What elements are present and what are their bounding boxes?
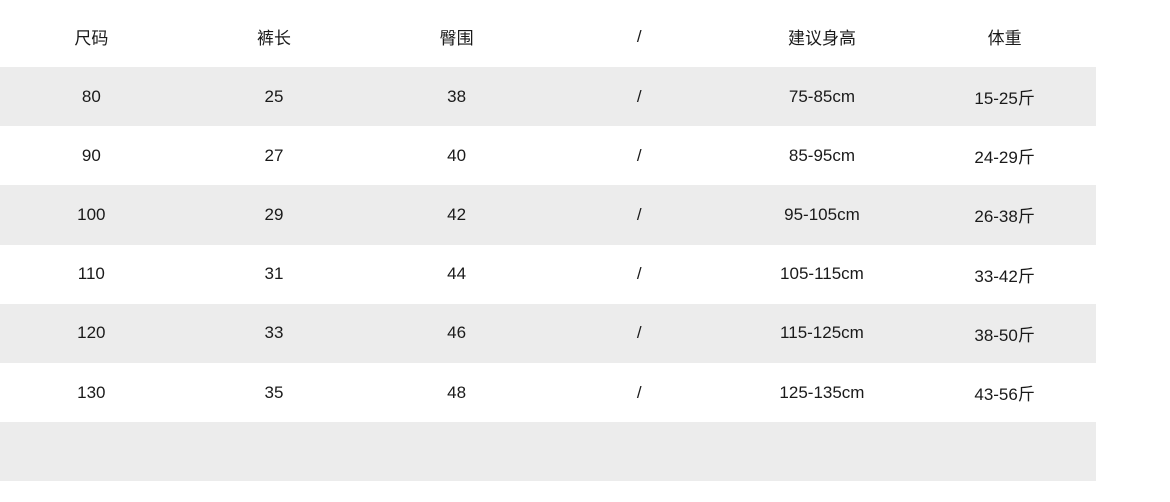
table-cell: 48 — [447, 382, 467, 402]
table-cell: 105-115cm — [780, 264, 864, 284]
size-chart-table: 尺码 裤长 臀围 / 建议身高 体重 80 25 38 / 75-85cm 15-25斤 90 27 40… — [0, 0, 1096, 482]
table-row: 80 25 38 / 75-85cm 15-25斤 — [0, 67, 1096, 127]
table-cell: 80 — [81, 86, 101, 106]
table-cell: 115-125cm — [780, 323, 864, 343]
table-cell: 75-85cm — [788, 86, 856, 106]
table-cell: 43-56斤 — [974, 385, 1035, 405]
header-cell: 体重 — [987, 29, 1022, 48]
table-cell: 100 — [77, 204, 106, 224]
header-cell: 建议身高 — [787, 29, 856, 48]
table-cell: 33 — [264, 323, 284, 343]
table-cell: 24-29斤 — [974, 148, 1035, 168]
table-cell: / — [636, 323, 642, 343]
table-cell: 42 — [447, 204, 467, 224]
table-cell: 31 — [264, 264, 284, 284]
table-row: 120 33 46 / 115-125cm 38-50斤 — [0, 303, 1096, 363]
table-cell: / — [636, 86, 642, 106]
table-cell: 38 — [447, 86, 467, 106]
table-cell: / — [636, 382, 642, 402]
table-cell: / — [636, 264, 642, 284]
table-row: 90 27 40 / 85-95cm 24-29斤 — [0, 126, 1096, 185]
table-row — [0, 422, 1096, 482]
table-cell: 26-38斤 — [974, 207, 1035, 227]
header-cell: 尺码 — [74, 29, 109, 48]
table-cell: / — [636, 145, 642, 165]
header-cell: / — [636, 26, 642, 46]
table-cell: 130 — [77, 382, 106, 402]
table-row: 130 35 48 / 125-135cm 43-56斤 — [0, 363, 1096, 422]
table-cell: 90 — [81, 145, 101, 165]
table-cell: 38-50斤 — [974, 325, 1035, 345]
table-cell: 110 — [77, 264, 105, 284]
header-cell: 臀围 — [439, 29, 474, 48]
table-cell: 85-95cm — [788, 145, 856, 165]
table-cell: 33-42斤 — [974, 266, 1035, 286]
table-cell: 40 — [447, 145, 467, 165]
table-cell: 44 — [447, 264, 467, 284]
table-cell: 25 — [264, 86, 284, 106]
table-cell: 95-105cm — [784, 204, 860, 224]
table-row: 110 31 44 / 105-115cm 33-42斤 — [0, 245, 1096, 304]
table-cell: 35 — [264, 382, 284, 402]
table-header: 尺码 裤长 臀围 / 建议身高 体重 — [0, 0, 1096, 67]
table-cell: 27 — [264, 145, 284, 165]
table-cell: 120 — [77, 323, 106, 343]
table-cell: 125-135cm — [779, 382, 865, 402]
table-cell: / — [636, 204, 642, 224]
table-cell: 29 — [264, 204, 284, 224]
table-body: 80 25 38 / 75-85cm 15-25斤 90 27 40 / 85-95cm 24-29斤… — [0, 67, 1096, 482]
table-row: 100 29 42 / 95-105cm 26-38斤 — [0, 185, 1096, 245]
table-cell: 15-25斤 — [974, 89, 1035, 109]
table-cell: 46 — [447, 323, 467, 343]
header-cell: 裤长 — [256, 29, 291, 48]
